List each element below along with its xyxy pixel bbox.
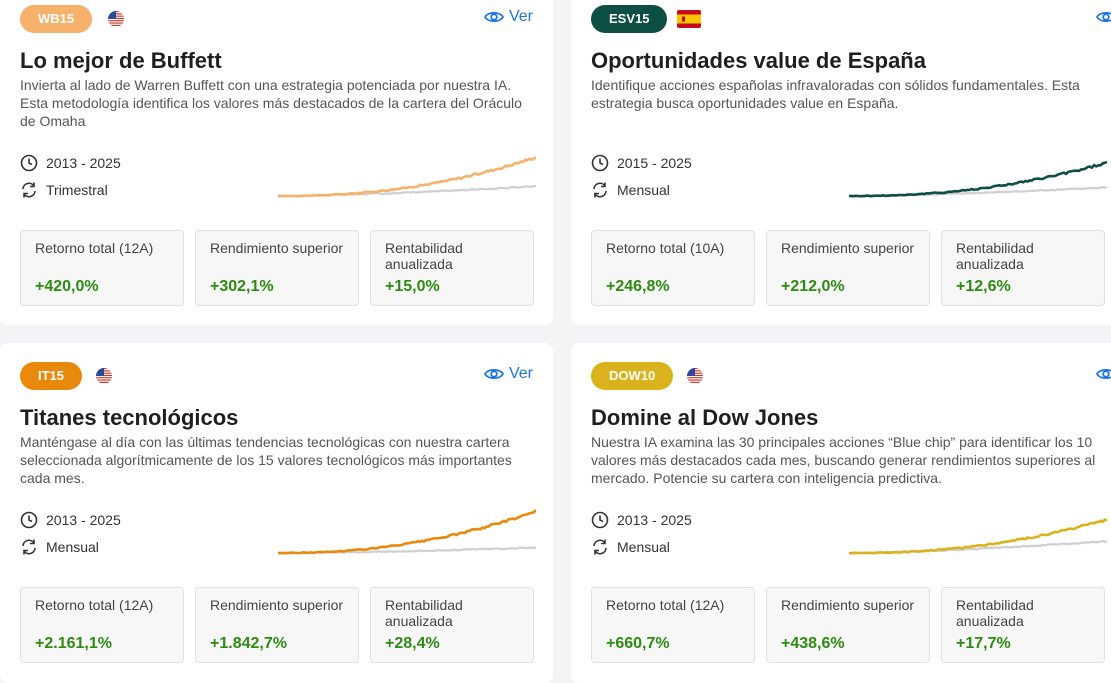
performance-sparkline <box>849 518 1107 555</box>
strategy-card: DOW10 Ver Domine al Dow Jones Nuestra IA… <box>571 343 1111 683</box>
performance-sparkline <box>278 509 536 555</box>
strategy-badge: WB15 <box>20 5 93 33</box>
period-text: 2015 - 2025 <box>617 155 692 171</box>
frequency-text: Mensual <box>617 182 670 198</box>
strategy-description: Nuestra IA examina las 30 principales ac… <box>591 434 1096 486</box>
strategy-card: IT15 Ver Titanes tecnológicos Manténgase… <box>0 343 553 683</box>
stat-value: +302,1% <box>210 278 274 295</box>
stat-total-return: Retorno total (12A) +660,7% <box>591 587 755 663</box>
period-row: 2013 - 2025 <box>591 511 692 529</box>
spain-flag-icon <box>677 10 701 28</box>
strategy-line <box>278 155 536 198</box>
view-link[interactable]: Ver <box>483 365 533 383</box>
view-link[interactable]: Ver <box>1095 8 1111 26</box>
stat-label: Retorno total (12A) <box>606 597 725 613</box>
period-row: 2013 - 2025 <box>20 154 121 172</box>
eye-icon <box>483 368 504 380</box>
stat-value: +12,6% <box>956 278 1011 295</box>
strategy-card: ESV15 Ver Oportunidades value de España … <box>571 0 1111 325</box>
stat-outperformance: Rendimiento superior +438,6% <box>766 587 930 663</box>
eye-icon <box>1095 368 1111 380</box>
strategy-description: Identifique acciones españolas infravalo… <box>591 77 1080 111</box>
strategy-card: WB15 Ver Lo mejor de Buffett Invierta al… <box>0 0 553 325</box>
stat-value: +660,7% <box>606 635 670 652</box>
us-flag-icon <box>108 11 124 27</box>
stat-outperformance: Rendimiento superior +302,1% <box>195 230 359 306</box>
stat-value: +17,7% <box>956 635 1011 652</box>
strategy-title: Lo mejor de Buffett <box>20 48 222 73</box>
stat-annualized-return: Rentabilidad anualizada +12,6% <box>941 230 1105 306</box>
refresh-icon <box>593 182 607 198</box>
eye-icon <box>483 11 504 23</box>
frequency-text: Mensual <box>46 539 99 555</box>
strategy-description: Invierta al lado de Warren Buffett con u… <box>20 77 522 129</box>
stat-label: Rendimiento superior <box>210 597 344 613</box>
stat-total-return: Retorno total (12A) +420,0% <box>20 230 184 306</box>
stat-annualized-return: Rentabilidad anualizada +15,0% <box>370 230 534 306</box>
stat-value: +420,0% <box>35 278 99 295</box>
stat-value: +1.842,7% <box>210 635 287 652</box>
stat-value: +246,8% <box>606 278 670 295</box>
strategy-line <box>278 509 536 555</box>
stat-label: Rendimiento superior <box>781 240 915 256</box>
period-text: 2013 - 2025 <box>46 512 121 528</box>
frequency-row: Mensual <box>591 538 670 556</box>
strategy-description: Manténgase al día con las últimas tenden… <box>20 434 512 486</box>
view-link[interactable]: Ver <box>1095 365 1111 383</box>
stat-total-return: Retorno total (10A) +246,8% <box>591 230 755 306</box>
strategy-title: Oportunidades value de España <box>591 48 926 73</box>
stat-outperformance: Rendimiento superior +212,0% <box>766 230 930 306</box>
strategy-badge: IT15 <box>20 362 83 390</box>
frequency-row: Trimestral <box>20 181 108 199</box>
stat-value: +212,0% <box>781 278 845 295</box>
stat-label: Rendimiento superior <box>210 240 344 256</box>
stat-value: +438,6% <box>781 635 845 652</box>
period-text: 2013 - 2025 <box>617 512 692 528</box>
strategy-badge: ESV15 <box>591 5 668 33</box>
clock-icon <box>20 511 38 529</box>
stat-label: Rentabilidad anualizada <box>385 597 463 629</box>
performance-sparkline <box>849 160 1107 198</box>
refresh-icon <box>22 539 36 555</box>
stat-value: +15,0% <box>385 278 440 295</box>
eye-icon <box>1095 11 1111 23</box>
frequency-text: Trimestral <box>46 182 108 198</box>
frequency-row: Mensual <box>20 538 99 556</box>
frequency-row: Mensual <box>591 181 670 199</box>
view-label: Ver <box>508 365 533 382</box>
stat-label: Rendimiento superior <box>781 597 915 613</box>
period-row: 2013 - 2025 <box>20 511 121 529</box>
clock-icon <box>591 154 609 172</box>
stat-label: Rentabilidad anualizada <box>956 597 1034 629</box>
period-row: 2015 - 2025 <box>591 154 692 172</box>
period-text: 2013 - 2025 <box>46 155 121 171</box>
strategy-line <box>849 518 1107 555</box>
us-flag-icon <box>687 368 703 384</box>
performance-sparkline <box>278 155 536 198</box>
stat-label: Retorno total (12A) <box>35 597 154 613</box>
stat-value: +2.161,1% <box>35 635 112 652</box>
us-flag-icon <box>96 368 112 384</box>
view-label: Ver <box>508 8 533 25</box>
clock-icon <box>20 154 38 172</box>
stat-annualized-return: Rentabilidad anualizada +28,4% <box>370 587 534 663</box>
stat-value: +28,4% <box>385 635 440 652</box>
refresh-icon <box>22 182 36 198</box>
stat-annualized-return: Rentabilidad anualizada +17,7% <box>941 587 1105 663</box>
strategy-title: Domine al Dow Jones <box>591 405 819 430</box>
stat-label: Retorno total (10A) <box>606 240 725 256</box>
stat-total-return: Retorno total (12A) +2.161,1% <box>20 587 184 663</box>
strategy-title: Titanes tecnológicos <box>20 405 239 430</box>
clock-icon <box>591 511 609 529</box>
strategy-badge: DOW10 <box>591 362 674 390</box>
stat-outperformance: Rendimiento superior +1.842,7% <box>195 587 359 663</box>
view-link[interactable]: Ver <box>483 8 533 26</box>
frequency-text: Mensual <box>617 539 670 555</box>
stat-label: Rentabilidad anualizada <box>956 240 1034 272</box>
strategy-line <box>849 160 1107 198</box>
stat-label: Retorno total (12A) <box>35 240 154 256</box>
refresh-icon <box>593 539 607 555</box>
stat-label: Rentabilidad anualizada <box>385 240 463 272</box>
